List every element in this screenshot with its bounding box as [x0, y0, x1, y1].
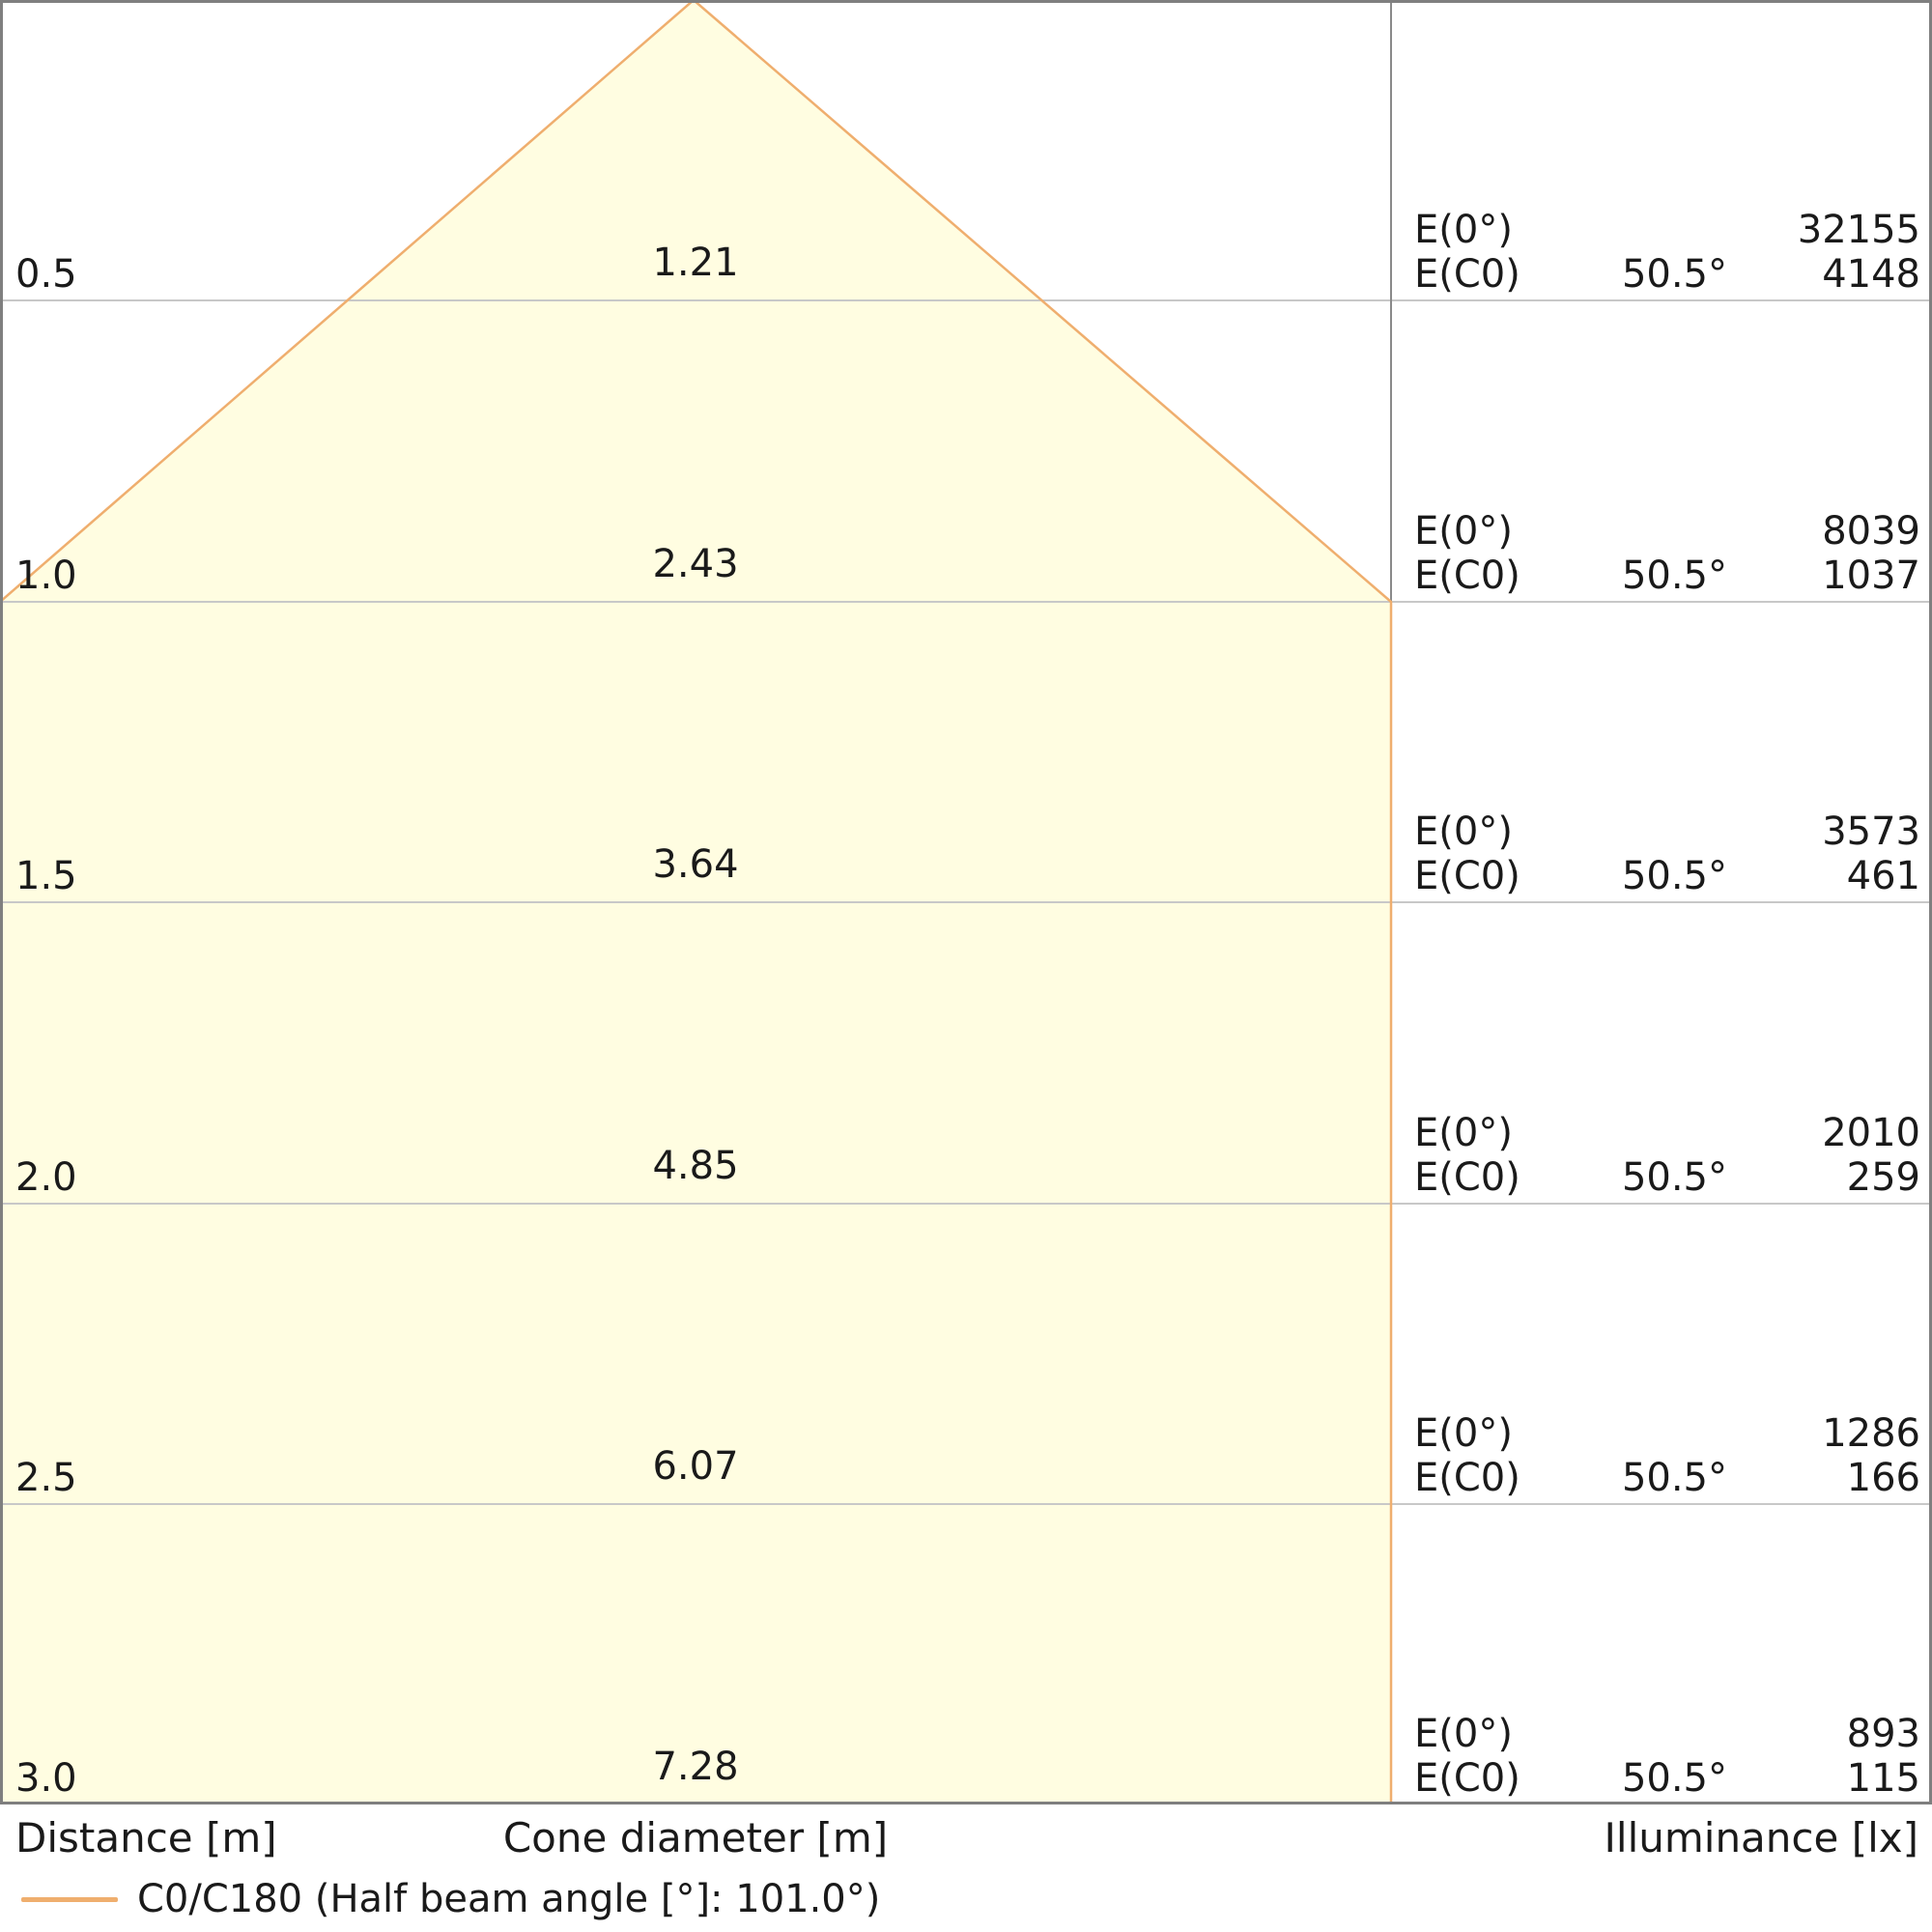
- cone-diameter-value: 2.43: [652, 542, 739, 586]
- half-beam-angle-value: 50.5°: [1621, 1155, 1727, 1200]
- distance-label: 0.5: [15, 252, 77, 297]
- e0-value: 32155: [1797, 208, 1920, 252]
- distance-label: 1.5: [15, 854, 77, 898]
- e0-label: E(0°): [1414, 1411, 1513, 1456]
- light-cone-chart: [0, 0, 1932, 1804]
- ec0-value: 259: [1846, 1155, 1920, 1200]
- half-beam-angle-value: 50.5°: [1621, 854, 1727, 898]
- distance-label: 2.0: [15, 1155, 77, 1200]
- ec0-value: 115: [1846, 1756, 1920, 1801]
- e0-value: 3573: [1822, 810, 1920, 854]
- e0-value: 2010: [1822, 1111, 1920, 1155]
- cone-diameter-value: 6.07: [652, 1444, 739, 1489]
- ec0-value: 461: [1846, 854, 1920, 898]
- ec0-label: E(C0): [1414, 252, 1520, 297]
- distance-label: 3.0: [15, 1756, 77, 1801]
- ec0-label: E(C0): [1414, 1456, 1520, 1500]
- half-beam-angle-value: 50.5°: [1621, 1756, 1727, 1801]
- ec0-label: E(C0): [1414, 1756, 1520, 1801]
- legend-line-swatch: [21, 1897, 118, 1902]
- beam-cone-outline: [0, 0, 1393, 1804]
- illuminance-axis-title: Illuminance [lx]: [1604, 1814, 1918, 1861]
- cone-diameter-value: 4.85: [652, 1144, 739, 1188]
- ec0-value: 1037: [1822, 554, 1920, 598]
- legend-label: C0/C180 (Half beam angle [°]: 101.0°): [137, 1877, 881, 1921]
- distance-axis-title: Distance [m]: [15, 1814, 277, 1861]
- e0-value: 893: [1846, 1712, 1920, 1756]
- half-beam-angle-value: 50.5°: [1621, 1456, 1727, 1500]
- e0-label: E(0°): [1414, 810, 1513, 854]
- cone-diameter-axis-title: Cone diameter [m]: [502, 1814, 889, 1861]
- e0-value: 1286: [1822, 1411, 1920, 1456]
- ec0-value: 166: [1846, 1456, 1920, 1500]
- ec0-label: E(C0): [1414, 1155, 1520, 1200]
- gridlines: [0, 299, 1932, 1505]
- cone-diameter-value: 3.64: [652, 842, 739, 887]
- distance-label: 1.0: [15, 554, 77, 598]
- cone-diameter-value: 1.21: [652, 241, 739, 285]
- e0-label: E(0°): [1414, 509, 1513, 554]
- e0-label: E(0°): [1414, 1712, 1513, 1756]
- cone-diameter-value: 7.28: [652, 1745, 739, 1789]
- half-beam-angle-value: 50.5°: [1621, 252, 1727, 297]
- chart-border: [0, 0, 1932, 1804]
- half-beam-angle-value: 50.5°: [1621, 554, 1727, 598]
- e0-value: 8039: [1822, 509, 1920, 554]
- e0-label: E(0°): [1414, 1111, 1513, 1155]
- ec0-value: 4148: [1822, 252, 1920, 297]
- ec0-label: E(C0): [1414, 854, 1520, 898]
- ec0-label: E(C0): [1414, 554, 1520, 598]
- distance-label: 2.5: [15, 1456, 77, 1500]
- e0-label: E(0°): [1414, 208, 1513, 252]
